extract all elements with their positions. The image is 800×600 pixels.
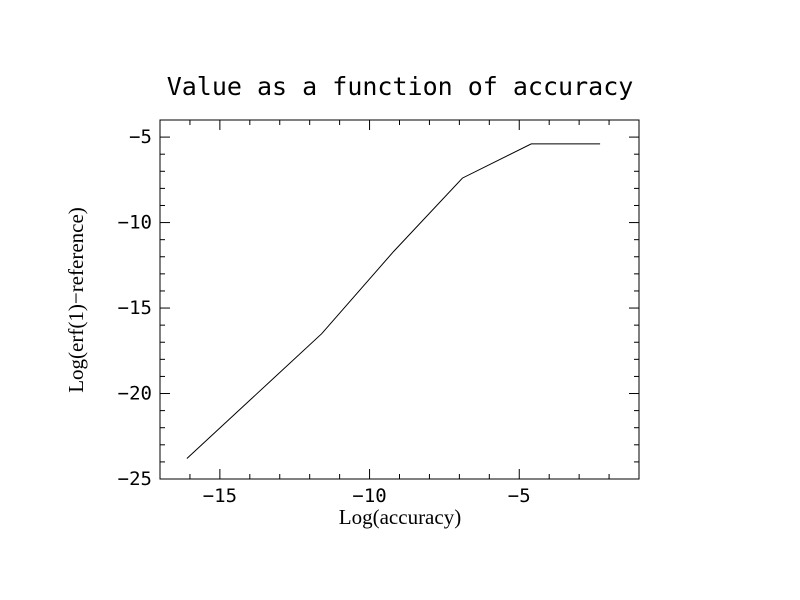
- plot-area: [186, 143, 601, 459]
- plot-frame: [159, 119, 640, 480]
- y-tick-label: −15: [118, 297, 152, 319]
- y-tick-label: −25: [118, 468, 152, 490]
- x-axis-label: Log(accuracy): [339, 505, 461, 529]
- y-axis-label: Log(erf(1)−reference): [64, 207, 88, 393]
- x-tick-label: −10: [352, 485, 386, 507]
- y-tick-label: −20: [118, 383, 152, 405]
- x-tick-label: −5: [508, 485, 531, 507]
- x-tick-label: −15: [203, 485, 237, 507]
- series-line: [186, 143, 601, 459]
- y-tick-labels: −25 −20 −15 −10 −5: [118, 126, 152, 490]
- chart-title: Value as a function of accuracy: [167, 72, 634, 101]
- y-tick-label: −10: [118, 212, 152, 234]
- y-tick-label: −5: [129, 126, 152, 148]
- x-tick-labels: −15 −10 −5: [203, 485, 531, 507]
- tick-marks: [159, 119, 640, 480]
